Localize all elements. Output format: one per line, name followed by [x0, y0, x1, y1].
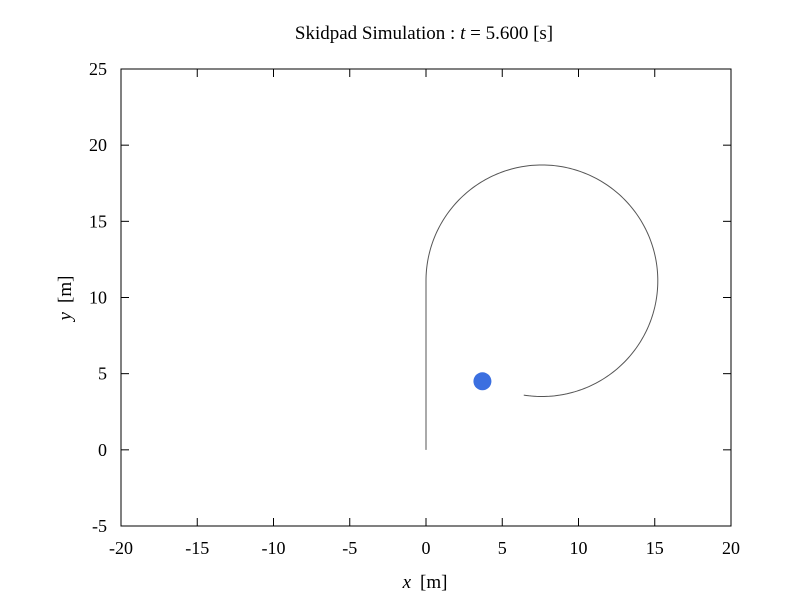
- y-tick-label: 25: [89, 59, 107, 79]
- y-tick-label: 20: [89, 135, 107, 155]
- y-tick-label: -5: [92, 516, 107, 536]
- x-tick-labels: -20 -15 -10 -5 0 5 10 15 20: [109, 538, 740, 558]
- chart-title: Skidpad Simulation : t = 5.600 [s]: [295, 23, 553, 44]
- vehicle-marker: [473, 372, 492, 391]
- x-tick-label: -5: [342, 538, 357, 558]
- title-prefix: Skidpad Simulation :: [295, 23, 460, 44]
- x-tick-label: 0: [422, 538, 431, 558]
- title-time-symbol: t: [460, 23, 466, 44]
- x-axis-symbol: x: [402, 572, 412, 593]
- x-tick-label: -10: [262, 538, 286, 558]
- y-tick-labels: -5 0 5 10 15 20 25: [89, 59, 107, 536]
- trajectory-path: [425, 164, 659, 450]
- x-tick-label: -20: [109, 538, 133, 558]
- x-tick-label: 20: [722, 538, 740, 558]
- y-tick-label: 5: [98, 364, 107, 384]
- y-axis-unit: [m]: [55, 276, 76, 303]
- y-axis-label: y [m]: [55, 276, 76, 323]
- title-time-value: = 5.600 [s]: [465, 23, 553, 44]
- x-axis-label: x [m]: [402, 572, 448, 593]
- y-tick-label: 15: [89, 211, 107, 231]
- y-axis-symbol: y: [55, 311, 76, 322]
- x-tick-label: 10: [570, 538, 588, 558]
- x-tick-label: 15: [646, 538, 664, 558]
- y-tick-label: 0: [98, 440, 107, 460]
- y-tick-label: 10: [89, 288, 107, 308]
- axis-ticks: [120, 68, 732, 527]
- x-tick-label: -15: [185, 538, 209, 558]
- x-axis-unit: [m]: [420, 572, 447, 593]
- x-tick-label: 5: [498, 538, 507, 558]
